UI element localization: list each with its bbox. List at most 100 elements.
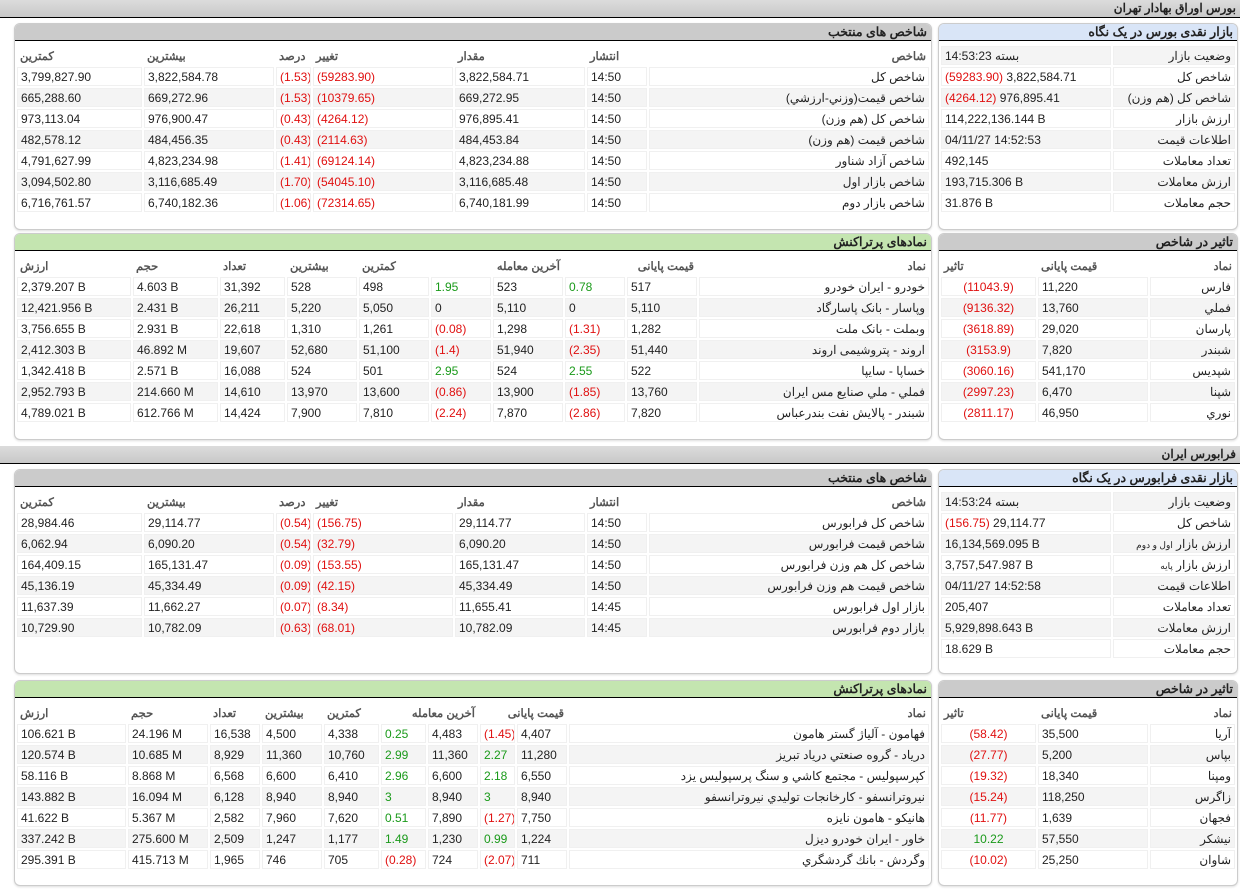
impact-row[interactable]: نوري 46,950 (2811.17) xyxy=(941,403,1235,422)
active-row[interactable]: خساپا - سایپا 522 2.55 524 2.95 501 524 16,088 2… xyxy=(17,361,929,380)
column-header[interactable]: تغییر xyxy=(316,50,339,63)
column-header[interactable]: بیشترین xyxy=(147,50,186,63)
column-header[interactable]: آخرین معامله xyxy=(496,260,560,273)
impact-row[interactable]: پارسان 29,020 (3618.89) xyxy=(941,319,1235,338)
index-row[interactable]: شاخص كل فرابورس 14:50 29,114.77 (156.75) (0.… xyxy=(17,513,929,532)
symbol-name[interactable]: خودرو - ایران خودرو xyxy=(699,277,929,296)
column-header[interactable]: تاثیر xyxy=(944,707,964,720)
active-row[interactable]: خودرو - ایران خودرو 517 0.78 523 1.95 498 528 3… xyxy=(17,277,929,296)
symbol-name[interactable]: نوري xyxy=(1150,403,1235,422)
symbol-name[interactable]: آريا xyxy=(1150,724,1235,743)
active-row[interactable]: شبندر - پالايش نفت بندرعباس 7,820 (2.86) 7,… xyxy=(17,403,929,422)
column-header[interactable]: انتشار xyxy=(590,50,620,63)
index-name[interactable]: شاخص كل (هم وزن) xyxy=(649,109,929,128)
index-row[interactable]: شاخص کل هم وزن فرابورس 14:50 165,131.47 (15… xyxy=(17,555,929,574)
column-header[interactable]: حجم xyxy=(136,260,159,273)
column-header[interactable]: کمترین xyxy=(20,50,54,63)
column-header[interactable]: بیشترین xyxy=(147,496,186,509)
index-row[interactable]: شاخص كل (هم وزن) 14:50 976,895.41 (4264.12)… xyxy=(17,109,929,128)
index-name[interactable]: شاخص كل فرابورس xyxy=(649,513,929,532)
column-header[interactable]: قیمت پایانی xyxy=(637,260,694,273)
impact-row[interactable]: شپنا 6,470 (2997.23) xyxy=(941,382,1235,401)
symbol-name[interactable]: وگردش - بانك گردشگري xyxy=(569,850,929,869)
symbol-name[interactable]: فملي xyxy=(1150,298,1235,317)
symbol-name[interactable]: ومپنا xyxy=(1150,766,1235,785)
column-header[interactable]: نماد xyxy=(1213,707,1232,720)
column-header[interactable]: ارزش xyxy=(20,260,49,273)
index-name[interactable]: بازار اول فرابورس xyxy=(649,597,929,616)
column-header[interactable]: انتشار xyxy=(590,496,620,509)
index-name[interactable]: شاخص بازار اول xyxy=(649,172,929,191)
active-row[interactable]: وپاسار - بانک پاسارگاد 5,110 0 5,110 0 5,050 5… xyxy=(17,298,929,317)
index-row[interactable]: بازار دوم فرابورس 14:45 10,782.09 (68.01) (0… xyxy=(17,618,929,637)
column-header[interactable]: کمترین xyxy=(20,496,54,509)
active-row[interactable]: وبملت - بانک ملت 1,282 (1.31) 1,298 (0.08) 1,… xyxy=(17,319,929,338)
active-row[interactable]: درياد - گروه صنعتي درياد تبريز 11,280 2.27… xyxy=(17,745,929,764)
symbol-name[interactable]: شاوان xyxy=(1150,850,1235,869)
symbol-name[interactable]: زاگرس xyxy=(1150,787,1235,806)
symbol-name[interactable]: وپاسار - بانک پاسارگاد xyxy=(699,298,929,317)
impact-row[interactable]: شپديس 541,170 (3060.16) xyxy=(941,361,1235,380)
active-row[interactable]: خاور - ايران خودرو ديزل 1,224 0.99 1,230 1.4… xyxy=(17,829,929,848)
impact-row[interactable]: نيشكر 57,550 10.22 xyxy=(941,829,1235,848)
index-name[interactable]: شاخص کل هم وزن فرابورس xyxy=(649,555,929,574)
index-name[interactable]: شاخص کل xyxy=(649,67,929,86)
column-header[interactable]: درصد xyxy=(279,50,306,63)
column-header[interactable]: شاخص xyxy=(891,50,926,63)
column-header[interactable]: نماد xyxy=(1213,260,1232,273)
column-header[interactable]: تعداد xyxy=(213,707,237,720)
column-header[interactable]: مقدار xyxy=(458,496,485,509)
active-row[interactable]: هانيكو - هامون نايزه 7,750 (1.27) 7,890 0.51… xyxy=(17,808,929,827)
symbol-name[interactable]: بپاس xyxy=(1150,745,1235,764)
index-row[interactable]: شاخص آزاد شناور 14:50 4,823,234.88 (69124.1… xyxy=(17,151,929,170)
column-header[interactable]: قیمت پایانی xyxy=(1041,260,1098,273)
symbol-name[interactable]: خاور - ايران خودرو ديزل xyxy=(569,829,929,848)
symbol-name[interactable]: وبملت - بانک ملت xyxy=(699,319,929,338)
index-name[interactable]: شاخص بازار دوم xyxy=(649,193,929,212)
impact-row[interactable]: زاگرس 118,250 (15.24) xyxy=(941,787,1235,806)
index-row[interactable]: شاخص کل 14:50 3,822,584.71 (59283.90) (1.53)… xyxy=(17,67,929,86)
symbol-name[interactable]: اروند - پتروشیمی اروند xyxy=(699,340,929,359)
active-row[interactable]: فهامون - آلياژ گستر هامون 4,407 (1.45) 4,48… xyxy=(17,724,929,743)
symbol-name[interactable]: خساپا - سایپا xyxy=(699,361,929,380)
active-row[interactable]: نيروترانسفو - كارخانجات توليدي نيروترانس… xyxy=(17,787,929,806)
active-row[interactable]: اروند - پتروشیمی اروند 51,440 (2.35) 51,940… xyxy=(17,340,929,359)
index-name[interactable]: شاخص قیمت فرابورس xyxy=(649,534,929,553)
column-header[interactable]: تعداد xyxy=(223,260,247,273)
index-row[interactable]: شاخص قیمت هم وزن فرابورس 14:50 45,334.49 (4… xyxy=(17,576,929,595)
column-header[interactable]: نماد xyxy=(907,707,926,720)
column-header[interactable]: درصد xyxy=(279,496,306,509)
symbol-name[interactable]: پارسان xyxy=(1150,319,1235,338)
symbol-name[interactable]: شپديس xyxy=(1150,361,1235,380)
index-name[interactable]: شاخص قیمت هم وزن فرابورس xyxy=(649,576,929,595)
column-header[interactable]: بیشترین xyxy=(290,260,329,273)
impact-row[interactable]: فجهان 1,639 (11.77) xyxy=(941,808,1235,827)
symbol-name[interactable]: فملي - ملي صنايع مس ايران xyxy=(699,382,929,401)
column-header[interactable]: آخرین معامله xyxy=(411,707,475,720)
index-row[interactable]: بازار اول فرابورس 14:45 11,655.41 (8.34) (0.… xyxy=(17,597,929,616)
column-header[interactable]: قیمت پایانی xyxy=(1041,707,1098,720)
column-header[interactable]: مقدار xyxy=(458,50,485,63)
symbol-name[interactable]: نيشكر xyxy=(1150,829,1235,848)
active-row[interactable]: كپرسپوليس - مجتمع كاشي و سنگ پرسپوليس يز… xyxy=(17,766,929,785)
symbol-name[interactable]: نيروترانسفو - كارخانجات توليدي نيروترانس… xyxy=(569,787,929,806)
column-header[interactable]: تغییر xyxy=(316,496,339,509)
impact-row[interactable]: ومپنا 18,340 (19.32) xyxy=(941,766,1235,785)
index-row[interactable]: شاخص قیمت (هم وزن) 14:50 484,453.84 (2114.6… xyxy=(17,130,929,149)
index-row[interactable]: شاخص بازار دوم 14:50 6,740,181.99 (72314.65… xyxy=(17,193,929,212)
symbol-name[interactable]: كپرسپوليس - مجتمع كاشي و سنگ پرسپوليس يز… xyxy=(569,766,929,785)
column-header[interactable]: کمترین xyxy=(362,260,396,273)
active-row[interactable]: وگردش - بانك گردشگري 711 (2.07) 724 (0.28) 70… xyxy=(17,850,929,869)
impact-row[interactable]: آريا 35,500 (58.42) xyxy=(941,724,1235,743)
symbol-name[interactable]: درياد - گروه صنعتي درياد تبريز xyxy=(569,745,929,764)
column-header[interactable]: قیمت پایانی xyxy=(507,707,564,720)
impact-row[interactable]: شبندر 7,820 (3153.9) xyxy=(941,340,1235,359)
impact-row[interactable]: فملي 13,760 (9136.32) xyxy=(941,298,1235,317)
index-row[interactable]: شاخص بازار اول 14:50 3,116,685.48 (54045.10… xyxy=(17,172,929,191)
symbol-name[interactable]: فهامون - آلياژ گستر هامون xyxy=(569,724,929,743)
column-header[interactable]: شاخص xyxy=(891,496,926,509)
index-row[interactable]: شاخص قیمت فرابورس 14:50 6,090.20 (32.79) (0.… xyxy=(17,534,929,553)
index-name[interactable]: شاخص قیمت (هم وزن) xyxy=(649,130,929,149)
symbol-name[interactable]: فجهان xyxy=(1150,808,1235,827)
index-row[interactable]: شاخص قیمت(وزني-ارزشي) 14:50 669,272.95 (103… xyxy=(17,88,929,107)
